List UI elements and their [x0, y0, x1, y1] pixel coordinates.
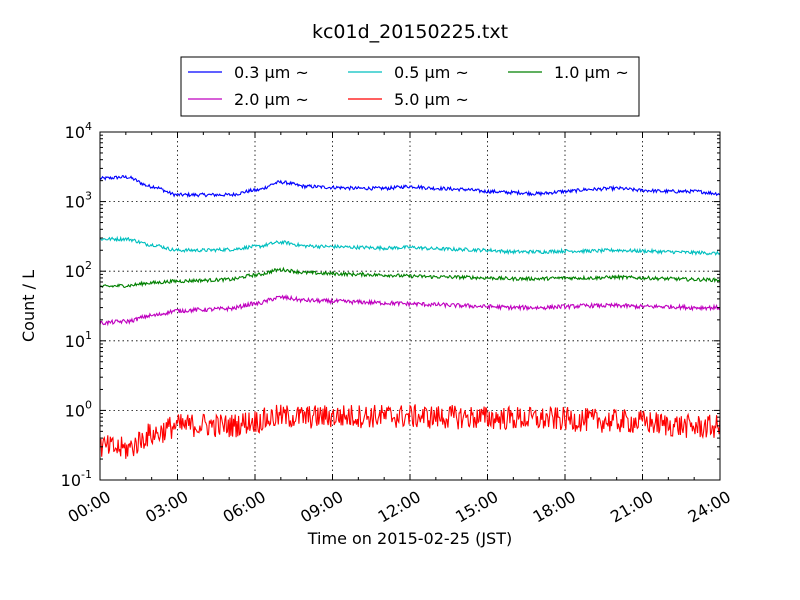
series-layer [99, 174, 721, 459]
series-line [99, 235, 721, 256]
y-tick-label: 103 [65, 190, 92, 212]
y-tick-label: 104 [65, 120, 92, 142]
y-tick-label: 10-1 [61, 468, 92, 490]
legend-box [180, 56, 640, 117]
legend-label: 0.3 μm ~ [234, 63, 309, 82]
x-axis-label: Time on 2015-02-25 (JST) [307, 529, 512, 548]
chart-title: kc01d_20150225.txt [312, 21, 508, 43]
y-axis-label: Count / L [19, 270, 38, 342]
series-line [99, 294, 721, 327]
y-tick-label: 101 [65, 329, 92, 351]
legend-label: 1.0 μm ~ [554, 63, 629, 82]
x-tick-label: 06:00 [220, 487, 269, 527]
x-tick-label: 12:00 [375, 487, 424, 527]
y-tick-label: 100 [65, 398, 92, 420]
legend-label: 5.0 μm ~ [394, 90, 469, 109]
x-tick-label: 21:00 [607, 487, 656, 527]
legend-label: 2.0 μm ~ [234, 90, 309, 109]
legend-items: 0.3 μm ~ 0.5 μm ~ 1.0 μm ~ 2.0 μm ~ 5.0 μm ~ [188, 63, 629, 109]
series-line [99, 174, 721, 199]
x-tick-label: 15:00 [452, 487, 501, 527]
x-tick-label: 24:00 [685, 487, 734, 527]
legend-label: 0.5 μm ~ [394, 63, 469, 82]
x-tick-labels: 00:00 03:00 06:00 09:00 12:00 15:00 18:00 21:00… [65, 487, 734, 527]
series-line [99, 404, 721, 459]
series-line [99, 266, 721, 288]
x-tick-label: 03:00 [142, 487, 191, 527]
x-tick-label: 00:00 [65, 487, 114, 527]
x-tick-label: 18:00 [530, 487, 579, 527]
y-tick-label: 102 [65, 259, 92, 281]
y-tick-labels: 10-1 100 101 102 103 104 [61, 120, 92, 490]
ticks [99, 131, 721, 481]
x-tick-label: 09:00 [297, 487, 346, 527]
legend: 0.3 μm ~ 0.5 μm ~ 1.0 μm ~ 2.0 μm ~ 5.0 μm ~ [180, 56, 640, 117]
